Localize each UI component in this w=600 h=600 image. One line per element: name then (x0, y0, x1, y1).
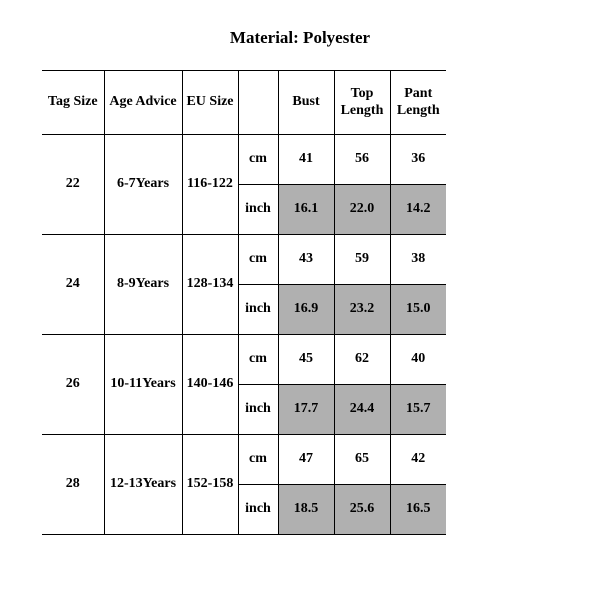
cell-bust-cm: 45 (278, 335, 334, 385)
cell-top-cm: 65 (334, 435, 390, 485)
table-row: 2610-11Years140-146cm456240 (42, 335, 446, 385)
cell-unit-cm: cm (238, 435, 278, 485)
cell-top-cm: 56 (334, 135, 390, 185)
cell-bust-inch: 18.5 (278, 485, 334, 535)
cell-tag-size: 28 (42, 435, 104, 535)
table-row: 2812-13Years152-158cm476542 (42, 435, 446, 485)
cell-unit-inch: inch (238, 385, 278, 435)
cell-top-inch: 25.6 (334, 485, 390, 535)
col-unit (238, 71, 278, 135)
cell-top-cm: 62 (334, 335, 390, 385)
page-title: Material: Polyester (0, 28, 600, 48)
cell-unit-inch: inch (238, 185, 278, 235)
cell-eu-size: 140-146 (182, 335, 238, 435)
cell-bust-inch: 16.9 (278, 285, 334, 335)
col-tag-size: Tag Size (42, 71, 104, 135)
cell-tag-size: 22 (42, 135, 104, 235)
cell-pant-inch: 15.0 (390, 285, 446, 335)
col-top-length: Top Length (334, 71, 390, 135)
cell-top-inch: 24.4 (334, 385, 390, 435)
cell-unit-cm: cm (238, 235, 278, 285)
cell-bust-inch: 16.1 (278, 185, 334, 235)
col-eu-size: EU Size (182, 71, 238, 135)
cell-tag-size: 24 (42, 235, 104, 335)
cell-pant-cm: 38 (390, 235, 446, 285)
cell-eu-size: 152-158 (182, 435, 238, 535)
col-pant-length: Pant Length (390, 71, 446, 135)
cell-eu-size: 116-122 (182, 135, 238, 235)
cell-age-advice: 6-7Years (104, 135, 182, 235)
cell-age-advice: 12-13Years (104, 435, 182, 535)
cell-pant-inch: 16.5 (390, 485, 446, 535)
col-age-advice: Age Advice (104, 71, 182, 135)
cell-bust-cm: 41 (278, 135, 334, 185)
col-bust: Bust (278, 71, 334, 135)
cell-top-inch: 22.0 (334, 185, 390, 235)
cell-pant-inch: 14.2 (390, 185, 446, 235)
table-row: 248-9Years128-134cm435938 (42, 235, 446, 285)
cell-bust-cm: 43 (278, 235, 334, 285)
cell-bust-inch: 17.7 (278, 385, 334, 435)
cell-top-cm: 59 (334, 235, 390, 285)
cell-unit-inch: inch (238, 285, 278, 335)
size-table: Tag Size Age Advice EU Size Bust Top Len… (42, 70, 446, 535)
cell-pant-cm: 42 (390, 435, 446, 485)
cell-pant-inch: 15.7 (390, 385, 446, 435)
table-header-row: Tag Size Age Advice EU Size Bust Top Len… (42, 71, 446, 135)
cell-age-advice: 10-11Years (104, 335, 182, 435)
table-row: 226-7Years116-122cm415636 (42, 135, 446, 185)
cell-unit-cm: cm (238, 335, 278, 385)
cell-eu-size: 128-134 (182, 235, 238, 335)
cell-top-inch: 23.2 (334, 285, 390, 335)
cell-unit-cm: cm (238, 135, 278, 185)
cell-unit-inch: inch (238, 485, 278, 535)
cell-tag-size: 26 (42, 335, 104, 435)
page: Material: Polyester Tag Size Age Advice … (0, 0, 600, 600)
cell-pant-cm: 40 (390, 335, 446, 385)
cell-bust-cm: 47 (278, 435, 334, 485)
cell-pant-cm: 36 (390, 135, 446, 185)
cell-age-advice: 8-9Years (104, 235, 182, 335)
